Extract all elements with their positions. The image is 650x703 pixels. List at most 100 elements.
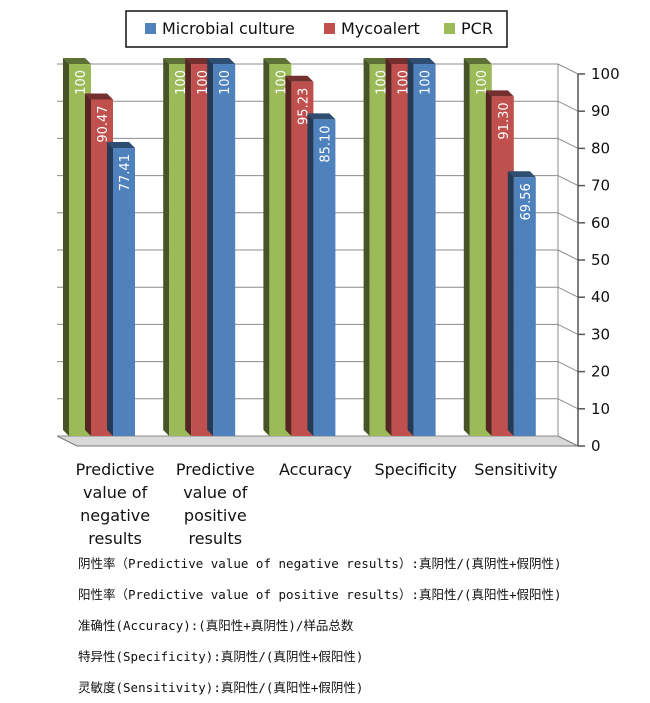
x-category-label: results: [88, 529, 142, 548]
bar-side: [85, 93, 91, 436]
bar-microbial-culture-4: 69.56: [507, 171, 536, 436]
bar-side: [407, 58, 414, 436]
legend: Microbial culture Mycoalert PCR: [125, 10, 508, 48]
chart-floor: [56, 435, 579, 447]
bar-front: [413, 64, 436, 436]
bar-microbial-culture-0: 77.41: [107, 142, 135, 437]
bar-top: [485, 90, 514, 97]
bar-top: [463, 58, 492, 64]
bar-top: [207, 58, 236, 64]
y-tick-label: 60: [591, 214, 610, 232]
note-ppv-definition: 阳性率（Predictive value of positive results…: [78, 587, 562, 602]
gridline-side: [557, 212, 579, 224]
note-npv-definition: 阴性率（Predictive value of negative results…: [78, 556, 562, 571]
note-accuracy-definition: 准确性(Accuracy):(真阳性+真阴性)/样品总数: [78, 618, 354, 633]
y-axis-ticks: 0 10 20 30 40 50 60 70 80 90 100: [578, 65, 620, 455]
bar-side: [485, 90, 492, 436]
x-axis-categories: Predictive value of negative results Predict…: [76, 460, 558, 548]
bar-value-label: 77.41: [118, 154, 133, 191]
legend-box: [125, 10, 508, 48]
gridline-side: [557, 63, 579, 75]
bar-microbial-culture-2: 85.10: [307, 113, 336, 436]
legend-swatch-pcr: [444, 23, 455, 34]
x-category-label: results: [188, 529, 242, 548]
y-tick-label: 50: [591, 251, 610, 269]
bar-value-label: 90.47: [96, 105, 111, 142]
bar-value-label: 100: [419, 70, 434, 95]
x-category-label: Predictive: [176, 460, 255, 479]
bar-side: [263, 58, 270, 436]
bar-value-label: 100: [475, 70, 490, 95]
bar-top: [263, 58, 292, 64]
bar-side: [507, 171, 514, 436]
x-category-label: Accuracy: [279, 460, 352, 479]
bar-front: [113, 148, 135, 437]
bar-top: [407, 58, 436, 64]
y-tick-label: 10: [591, 400, 610, 418]
bar-side: [185, 58, 192, 436]
x-category-label: value of: [83, 483, 148, 502]
bar-top: [163, 58, 192, 64]
y-tick-label: 90: [591, 102, 610, 120]
bar-side: [385, 58, 392, 436]
gridline-side: [557, 286, 579, 298]
bar-top: [185, 58, 214, 64]
bar-top: [363, 58, 392, 64]
bar-value-label: 69.56: [519, 183, 534, 220]
y-tick-label: 100: [591, 65, 620, 83]
y-tick-label: 30: [591, 325, 610, 343]
gridline-side: [557, 398, 579, 410]
bar-front: [513, 177, 536, 436]
bar-side: [163, 58, 170, 436]
bar-top: [507, 171, 536, 178]
bar-front: [313, 119, 336, 436]
bar-side: [463, 58, 470, 436]
bar-top: [307, 113, 336, 120]
bar-top: [385, 58, 414, 64]
bar-top: [63, 58, 91, 64]
bar-top: [85, 93, 113, 100]
gridline-side: [557, 323, 579, 335]
bar-value-label: 100: [218, 70, 233, 95]
bar-top: [107, 142, 135, 149]
x-category-label: positive: [184, 506, 247, 525]
definition-notes: 阴性率（Predictive value of negative results…: [78, 548, 638, 703]
x-category-label: Predictive: [76, 460, 155, 479]
y-tick-label: 20: [591, 363, 610, 381]
bar-top: [285, 75, 314, 82]
note-sensitivity-definition: 灵敏度(Sensitivity):真阳性/(真阳性+假阴性): [78, 680, 364, 695]
bar-microbial-culture-1: 100: [207, 58, 236, 436]
legend-label-microbial-culture: Microbial culture: [162, 19, 295, 38]
gridline-side: [557, 175, 579, 187]
y-tick-label: 40: [591, 288, 610, 306]
x-category-label: value of: [183, 483, 248, 502]
bar-side: [207, 58, 214, 436]
gridline-side: [557, 361, 579, 373]
bar-value-label: 91.30: [497, 102, 512, 139]
bar-value-label: 100: [74, 70, 89, 95]
gridline-side: [557, 249, 579, 261]
note-specificity-definition: 特异性(Specificity):真阴性/(真阴性+假阳性): [78, 649, 364, 664]
bar-side: [363, 58, 370, 436]
x-category-label: negative: [80, 506, 150, 525]
y-tick-label: 70: [591, 177, 610, 195]
bar-microbial-culture-3: 100: [407, 58, 436, 436]
bar-side: [307, 113, 314, 436]
gridline-side: [557, 137, 579, 149]
bar-chart: Microbial culture Mycoalert PCR 10090.4777…: [56, 10, 620, 548]
legend-label-pcr: PCR: [461, 19, 493, 38]
bar-front: [213, 64, 236, 436]
legend-swatch-mycoalert: [324, 23, 335, 34]
y-tick-label: 80: [591, 139, 610, 157]
bar-side: [285, 75, 292, 437]
bar-side: [107, 142, 113, 437]
legend-swatch-microbial-culture: [145, 23, 156, 34]
gridline-side: [557, 100, 579, 112]
x-category-label: Specificity: [374, 460, 456, 479]
bar-side: [63, 58, 69, 436]
y-tick-label: 0: [591, 437, 601, 455]
legend-label-mycoalert: Mycoalert: [341, 19, 420, 38]
bar-value-label: 85.10: [318, 125, 333, 162]
x-category-label: Sensitivity: [474, 460, 557, 479]
